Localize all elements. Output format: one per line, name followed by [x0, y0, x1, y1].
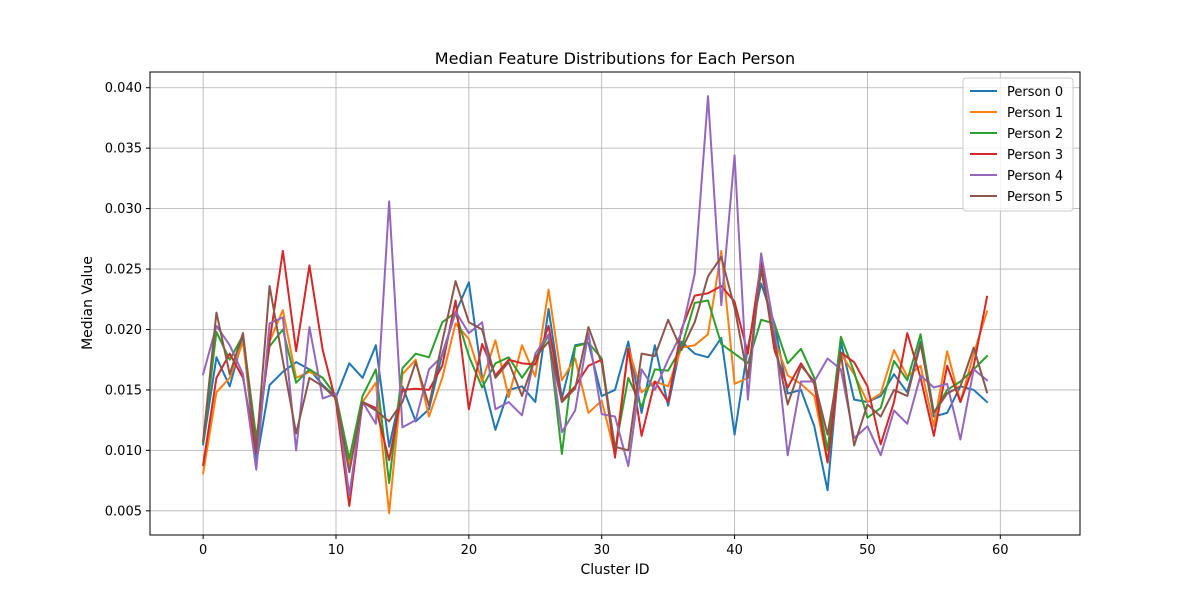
y-tick-label: 0.035 — [105, 142, 142, 157]
legend-label: Person 4 — [1007, 169, 1063, 184]
series-line-person-4 — [201, 95, 989, 497]
y-tick-label: 0.020 — [105, 323, 142, 338]
series-lines — [201, 95, 989, 515]
axes-frame — [149, 71, 1081, 536]
x-axis-label: Cluster ID — [580, 562, 649, 578]
x-tick-label: 10 — [328, 543, 345, 558]
x-tick-label: 20 — [461, 543, 478, 558]
legend-label: Person 2 — [1007, 127, 1063, 142]
series-line-person-5 — [202, 255, 989, 474]
y-tick-label: 0.030 — [105, 202, 142, 217]
legend-label: Person 5 — [1007, 190, 1063, 205]
axis-ticks: 0 10 20 30 40 50 60 0.005 0.010 0.015 0.020 0.025 0.… — [105, 81, 1009, 558]
legend-label: Person 3 — [1007, 148, 1063, 163]
chart-title: Median Feature Distributions for Each Pe… — [435, 49, 795, 68]
x-tick-label: 50 — [859, 543, 876, 558]
x-tick-label: 30 — [593, 543, 610, 558]
y-tick-label: 0.015 — [105, 383, 142, 398]
y-tick-label: 0.040 — [105, 81, 142, 96]
x-tick-label: 60 — [992, 543, 1009, 558]
legend-label: Person 1 — [1007, 106, 1063, 121]
x-tick-label: 0 — [199, 543, 207, 558]
y-tick-label: 0.005 — [105, 504, 142, 519]
y-tick-label: 0.010 — [105, 444, 142, 459]
x-tick-label: 40 — [726, 543, 743, 558]
legend-label: Person 0 — [1007, 85, 1063, 100]
y-axis-label: Median Value — [80, 256, 96, 350]
y-tick-label: 0.025 — [105, 263, 142, 278]
legend: Person 0 Person 1 Person 2 Person 3 Person 4… — [962, 77, 1074, 212]
